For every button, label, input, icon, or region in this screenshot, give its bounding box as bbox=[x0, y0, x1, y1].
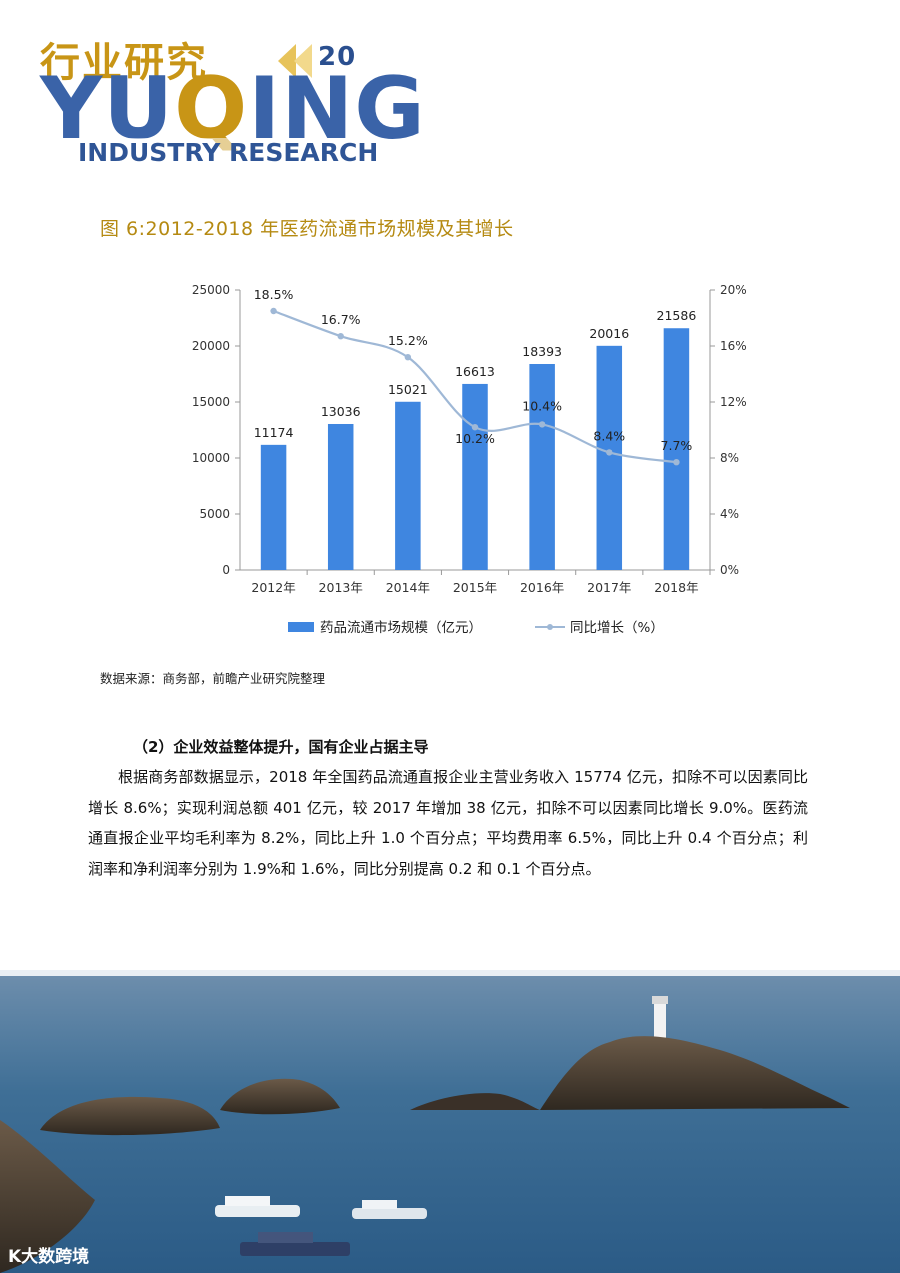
legend-line-label: 同比增长（%） bbox=[570, 620, 664, 636]
watermark: K大数跨境 bbox=[8, 1247, 90, 1267]
left-tick-label: 15000 bbox=[192, 395, 230, 409]
legend-line-marker bbox=[547, 624, 553, 630]
bar-data-label: 18393 bbox=[522, 344, 562, 359]
figure-title: 图 6:2012-2018 年医药流通市场规模及其增长 bbox=[100, 218, 514, 240]
page-header: 行业研究 20 YUQING INDUSTRY RESEARCH bbox=[0, 0, 900, 190]
x-tick-label: 2015年 bbox=[453, 580, 497, 595]
right-tick-label: 16% bbox=[720, 339, 747, 353]
page-number: 20 bbox=[318, 42, 357, 72]
growth-data-label: 8.4% bbox=[593, 428, 625, 443]
left-tick-label: 0 bbox=[222, 563, 230, 577]
growth-point bbox=[471, 424, 479, 431]
growth-data-label: 10.2% bbox=[455, 431, 495, 446]
x-tick-label: 2014年 bbox=[386, 580, 430, 595]
growth-point bbox=[538, 421, 546, 428]
growth-data-label: 15.2% bbox=[388, 333, 428, 348]
left-tick-label: 20000 bbox=[192, 339, 230, 353]
left-tick-label: 5000 bbox=[199, 507, 230, 521]
growth-data-label: 7.7% bbox=[661, 438, 693, 453]
growth-point bbox=[337, 333, 344, 340]
growth-point bbox=[270, 307, 277, 315]
bar-data-label: 21586 bbox=[657, 308, 697, 323]
growth-data-label: 16.7% bbox=[321, 312, 361, 327]
right-tick-label: 12% bbox=[720, 395, 747, 409]
growth-data-label: 18.5% bbox=[254, 287, 294, 302]
double-arrow-icon bbox=[278, 44, 312, 78]
bar-data-label: 16613 bbox=[455, 364, 495, 379]
x-tick-label: 2017年 bbox=[587, 580, 631, 595]
x-tick-label: 2016年 bbox=[520, 580, 564, 595]
bar-data-label: 15021 bbox=[388, 382, 428, 397]
bar bbox=[260, 444, 287, 570]
bar bbox=[327, 423, 354, 570]
right-tick-label: 20% bbox=[720, 283, 747, 297]
growth-point bbox=[606, 449, 613, 456]
brand-wordmark: YUQING bbox=[40, 59, 426, 159]
x-tick-label: 2018年 bbox=[654, 580, 698, 595]
right-tick-label: 0% bbox=[720, 563, 739, 577]
header-subtitle: INDUSTRY RESEARCH bbox=[74, 138, 383, 167]
market-size-chart: 0 5000 10000 15000 20000 25000 0% 4% 8% 12% 16% 20%… bbox=[192, 283, 747, 636]
bar bbox=[663, 328, 690, 570]
section-heading: （2）企业效益整体提升，国有企业占据主导 bbox=[133, 738, 429, 756]
bar bbox=[395, 401, 421, 570]
right-tick-label: 8% bbox=[720, 451, 739, 465]
growth-point bbox=[404, 354, 412, 361]
right-tick-label: 4% bbox=[720, 507, 739, 521]
bar bbox=[596, 345, 623, 570]
legend-bar-swatch bbox=[288, 622, 314, 632]
bar bbox=[462, 383, 488, 570]
left-tick-label: 25000 bbox=[192, 283, 230, 297]
x-tick-label: 2013年 bbox=[319, 580, 363, 595]
left-tick-label: 10000 bbox=[192, 451, 230, 465]
bar bbox=[529, 363, 555, 570]
coastal-photo bbox=[0, 970, 900, 1273]
legend-bar-label: 药品流通市场规模（亿元） bbox=[320, 619, 482, 636]
growth-data-label: 10.4% bbox=[522, 398, 562, 413]
figure-source: 数据来源：商务部，前瞻产业研究院整理 bbox=[100, 671, 326, 686]
bar-data-label: 11174 bbox=[254, 425, 294, 440]
bar-data-label: 20016 bbox=[589, 326, 629, 341]
growth-point bbox=[673, 459, 680, 466]
header-title-cn: 行业研究 bbox=[40, 40, 208, 86]
x-tick-label: 2012年 bbox=[251, 580, 295, 595]
bar-data-label: 13036 bbox=[321, 404, 361, 419]
section-paragraph: 根据商务部数据显示，2018 年全国药品流通直报企业主营业务收入 15774 亿… bbox=[88, 768, 808, 878]
